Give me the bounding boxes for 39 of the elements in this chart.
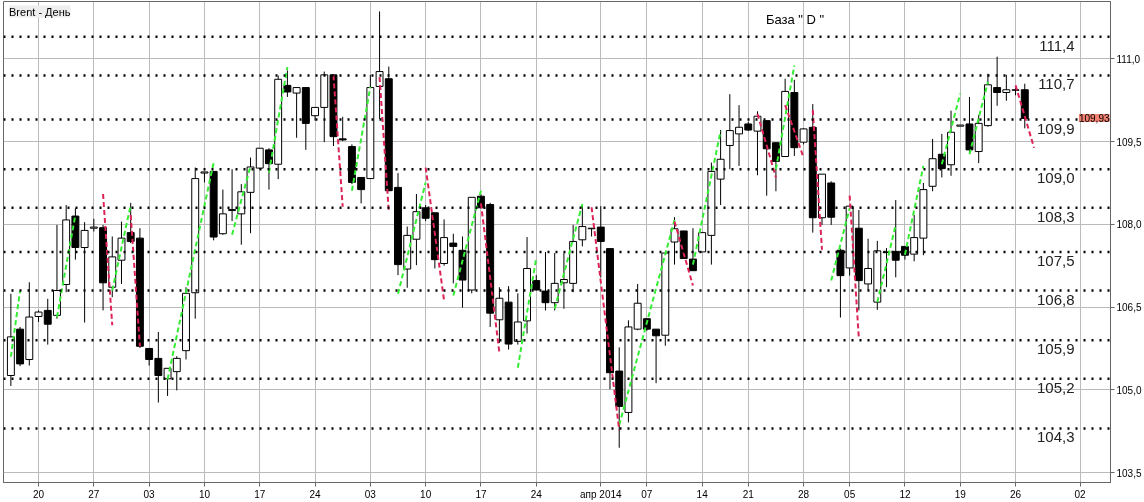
x-tick-label: 21 [742, 488, 755, 500]
x-tick-label: 10 [198, 488, 211, 500]
x-tick-label: 27 [88, 488, 100, 500]
x-tick-label: 12 [899, 488, 911, 500]
x-tick-label: 03 [143, 488, 156, 500]
x-tick-label: 19 [954, 488, 967, 500]
x-tick-label: 14 [696, 488, 709, 500]
ref-line-label: 105,9 [1037, 340, 1075, 358]
y-tick-label: 108,0 [1116, 219, 1142, 231]
x-tick-label: 24 [530, 488, 543, 500]
ref-line-label: 106,8 [1037, 290, 1075, 308]
x-tick-label: 03 [364, 488, 377, 500]
x-tick-label: 05 [844, 488, 856, 500]
x-tick-label: 28 [798, 488, 810, 500]
annotation: База " D " [765, 11, 825, 27]
x-tick-label: 26 [1010, 488, 1022, 500]
y-tick-label: 111,0 [1116, 53, 1141, 65]
x-tick-label: 17 [254, 488, 266, 500]
x-tick-label: 17 [475, 488, 487, 500]
ref-line-label: 109,9 [1037, 119, 1075, 137]
x-tick-label: апр 2014 [580, 488, 622, 500]
x-tick-label: 07 [641, 488, 653, 500]
ref-line-label: 108,3 [1037, 207, 1075, 225]
y-tick-label: 103,5 [1116, 467, 1142, 479]
ref-line-label: 105,2 [1037, 378, 1075, 396]
y-tick-label: 105,0 [1116, 384, 1142, 396]
ref-line-label: 107,5 [1037, 251, 1075, 269]
ref-line-label: 110,7 [1038, 75, 1075, 93]
y-tick-label: 109,5 [1116, 136, 1142, 148]
y-tick-label: 106,5 [1116, 302, 1142, 314]
x-tick-label: 20 [32, 488, 45, 500]
chart-title: Brent - День [9, 5, 71, 18]
x-tick-label: 24 [309, 488, 322, 500]
x-tick-label: 10 [420, 488, 432, 500]
ref-line-label: 111,4 [1039, 36, 1075, 54]
ref-line-label: 109,0 [1037, 169, 1075, 187]
x-tick-label: 02 [1074, 488, 1087, 500]
ref-line-label: 104,3 [1037, 428, 1075, 446]
annotation: 109,93 [1078, 112, 1110, 124]
